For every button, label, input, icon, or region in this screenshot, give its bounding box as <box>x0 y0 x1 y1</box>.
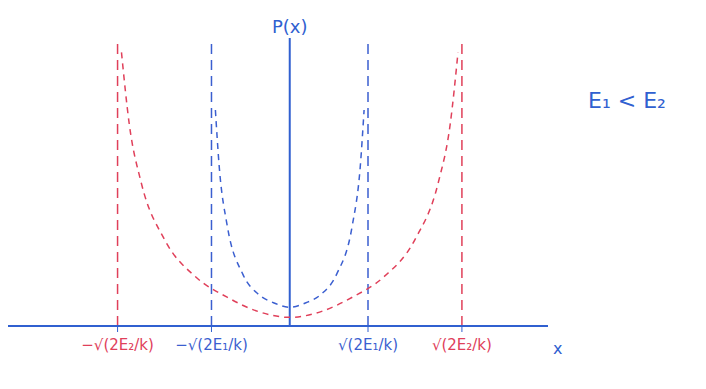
svg-text:P(x): P(x) <box>272 16 308 37</box>
html-text:E₁ < E₂: E₁ < E₂ <box>588 88 666 113</box>
svg-text:−√(2E₂/k): −√(2E₂/k) <box>81 336 154 354</box>
svg-text:−√(2E₁/k): −√(2E₁/k) <box>175 336 248 354</box>
svg-text:x: x <box>553 339 562 358</box>
svg-text:√(2E₂/k): √(2E₂/k) <box>432 336 492 354</box>
svg-text:√(2E₁/k): √(2E₁/k) <box>338 336 398 354</box>
